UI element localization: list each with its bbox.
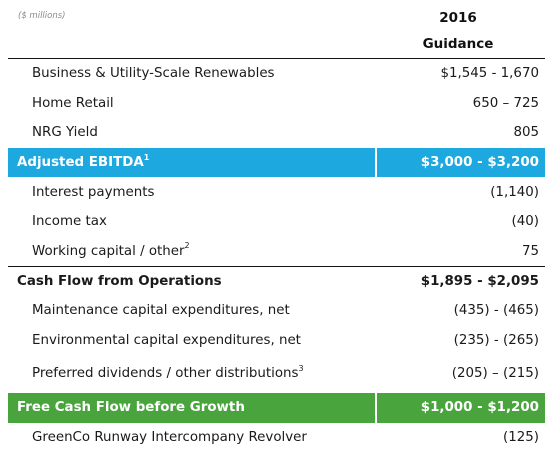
- row-value: $3,000 - $3,200: [375, 147, 545, 178]
- table-row: NRG Yield 805: [8, 118, 545, 148]
- table-row: Interest payments (1,140): [8, 177, 545, 207]
- row-value: 75: [521, 243, 539, 259]
- units-note: ($ millions): [18, 11, 66, 21]
- row-value: $1,000 - $1,200: [375, 392, 545, 423]
- row-value: (435) - (465): [453, 303, 539, 319]
- row-value: $1,895 - $2,095: [420, 273, 539, 289]
- footnote-marker: 2: [184, 241, 190, 251]
- table-row: Home Retail 650 – 725: [8, 89, 545, 119]
- adjusted-ebitda-row: Adjusted EBITDA1 $3,000 - $3,200: [8, 147, 545, 178]
- column-header-guidance: Guidance: [422, 36, 494, 52]
- row-label: Adjusted EBITDA1: [17, 152, 150, 171]
- row-label: Business & Utility-Scale Renewables: [32, 66, 275, 82]
- row-label: Preferred dividends / other distribution…: [32, 363, 304, 382]
- table-row: Environmental capital expenditures, net …: [8, 325, 545, 355]
- row-label: Interest payments: [32, 184, 155, 200]
- row-label: Free Cash Flow before Growth: [17, 400, 245, 416]
- row-label: NRG Yield: [32, 125, 98, 141]
- row-value: (235) - (265): [453, 332, 539, 348]
- table-row: Maintenance capital expenditures, net (4…: [8, 296, 545, 326]
- row-value: (205) – (215): [451, 366, 539, 382]
- row-label: Income tax: [32, 214, 107, 230]
- footnote-marker: 3: [298, 363, 304, 373]
- column-header-year: 2016: [439, 10, 477, 26]
- row-value: $1,545 - 1,670: [440, 66, 539, 82]
- table-row: Preferred dividends / other distribution…: [8, 355, 545, 393]
- footnote-marker: 1: [143, 152, 150, 162]
- table-row: Business & Utility-Scale Renewables $1,5…: [8, 59, 545, 89]
- cash-flow-operations-row: Cash Flow from Operations $1,895 - $2,09…: [8, 266, 545, 296]
- row-value: (1,140): [490, 184, 539, 200]
- row-value: 805: [513, 125, 539, 141]
- free-cash-flow-row: Free Cash Flow before Growth $1,000 - $1…: [8, 392, 545, 423]
- row-label: Cash Flow from Operations: [17, 273, 222, 289]
- row-label: Home Retail: [32, 95, 114, 111]
- row-label: Maintenance capital expenditures, net: [32, 303, 290, 319]
- table-row: GreenCo Runway Intercompany Revolver (12…: [8, 423, 545, 453]
- row-label: GreenCo Runway Intercompany Revolver: [32, 429, 307, 445]
- row-value: 650 – 725: [472, 95, 539, 111]
- row-value: (40): [511, 214, 540, 230]
- table-row: Income tax (40): [8, 207, 545, 237]
- financial-table: Business & Utility-Scale Renewables $1,5…: [8, 58, 545, 452]
- row-label: Working capital / other2: [32, 241, 190, 259]
- row-label: Environmental capital expenditures, net: [32, 332, 301, 348]
- table-row: Working capital / other2 75: [8, 237, 545, 267]
- row-value: (125): [502, 429, 539, 445]
